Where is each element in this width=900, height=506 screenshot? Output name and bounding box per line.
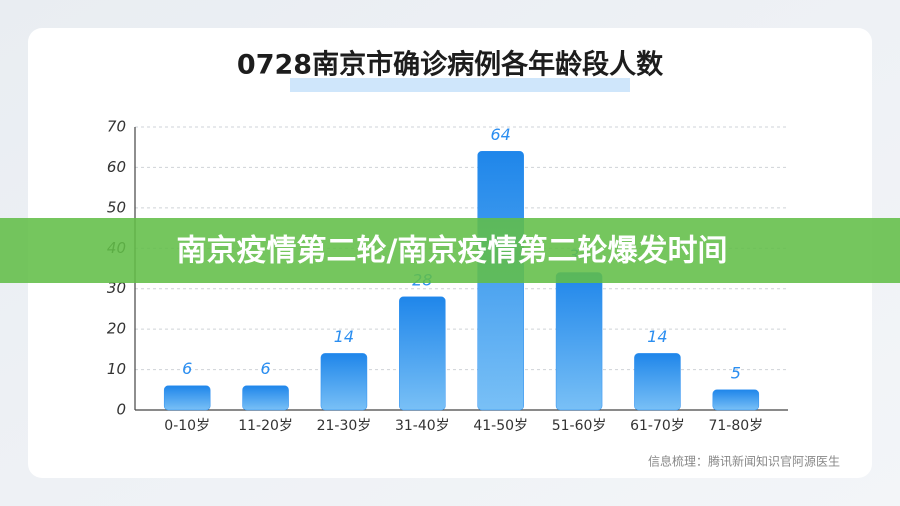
x-tick-label: 71-80岁 (708, 418, 763, 434)
title-highlight (290, 78, 630, 92)
overlay-banner (0, 218, 900, 283)
x-tick-label: 61-70岁 (630, 418, 685, 434)
y-tick-label: 50 (107, 198, 126, 216)
data-label: 5 (731, 363, 741, 382)
bar (163, 385, 211, 411)
data-label: 6 (260, 359, 270, 378)
x-tick-label: 31-40岁 (395, 418, 450, 434)
chart-title: 0728南京市确诊病例各年龄段人数 (237, 49, 664, 81)
y-tick-label: 0 (116, 401, 126, 419)
x-tick-label: 41-50岁 (473, 418, 528, 434)
y-tick-label: 30 (107, 279, 126, 297)
source-note: 信息梳理：腾讯新闻知识官阿源医生 (648, 454, 840, 469)
bar (242, 385, 289, 411)
data-label: 14 (647, 327, 667, 346)
y-tick-label: 70 (107, 118, 126, 136)
x-tick-label: 0-10岁 (164, 418, 210, 434)
x-tick-label: 11-20岁 (238, 418, 293, 434)
bar (555, 272, 603, 411)
data-label: 64 (491, 125, 511, 144)
bar (712, 389, 760, 411)
bar (320, 353, 368, 411)
data-label: 6 (182, 359, 192, 378)
y-tick-label: 20 (107, 320, 126, 338)
data-label: 14 (334, 327, 354, 346)
y-tick-label: 60 (107, 158, 126, 176)
bar (634, 353, 681, 411)
banner-text: 南京疫情第二轮/南京疫情第二轮爆发时间 (177, 234, 728, 269)
bar (399, 296, 446, 411)
x-tick-label: 51-60岁 (552, 418, 607, 434)
y-tick-label: 10 (107, 360, 126, 378)
x-tick-label: 21-30岁 (317, 418, 372, 434)
